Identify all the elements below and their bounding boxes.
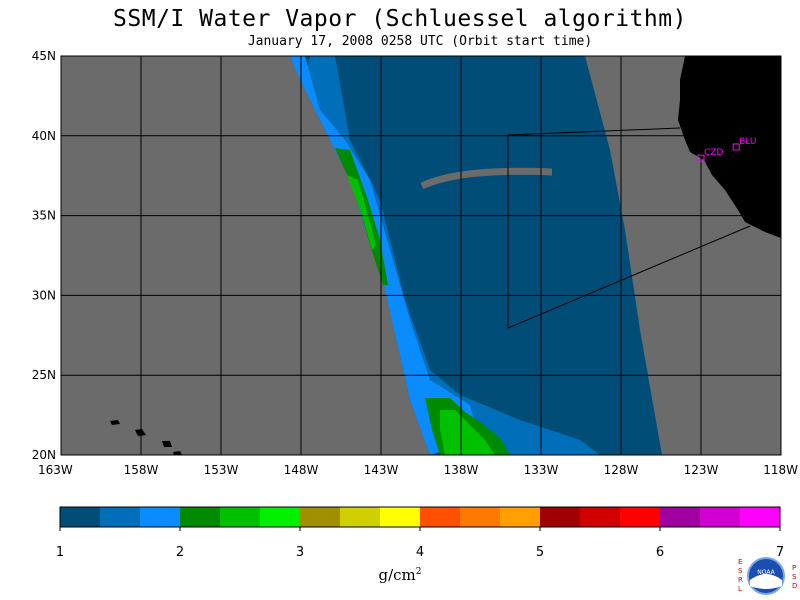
- colorbar-swatch: [700, 507, 741, 527]
- longitude-label: 133W: [524, 463, 559, 477]
- colorbar-swatch: [620, 507, 661, 527]
- station-marker: [732, 143, 740, 151]
- colorbar-swatch: [500, 507, 541, 527]
- colorbar-swatch: [540, 507, 581, 527]
- colorbar-swatch: [60, 507, 101, 527]
- colorbar-swatch: [220, 507, 261, 527]
- longitude-label: 148W: [284, 463, 319, 477]
- colorbar-tick-label: 6: [656, 545, 664, 560]
- longitude-label: 118W: [763, 463, 798, 477]
- latitude-label: 25N: [32, 368, 56, 382]
- missing-data-arc: [420, 167, 553, 190]
- lat-lon-grid: [61, 56, 781, 455]
- longitude-label: 143W: [364, 463, 399, 477]
- colorbar-tick-label: 3: [296, 545, 304, 560]
- colorbar-units: g/cm2: [378, 566, 422, 584]
- station-marker: [697, 154, 705, 162]
- latitude-labels: 45N 40N 35N 30N 25N 20N: [32, 49, 56, 462]
- land-north-america: [678, 56, 781, 238]
- swath-green-north: [335, 148, 388, 285]
- noaa-badge-text: NOAA: [757, 569, 775, 576]
- colorbar-tick-label: 1: [56, 545, 64, 560]
- longitude-label: 158W: [124, 463, 159, 477]
- swath-lightblue: [290, 56, 480, 455]
- colorbar-swatch: [300, 507, 341, 527]
- colorbar-tick-label: 7: [776, 545, 784, 560]
- longitude-labels: 163W 158W 153W 148W 143W 138W 133W 128W 123W 118W: [38, 463, 798, 477]
- longitude-label: 123W: [684, 463, 719, 477]
- island-4: [173, 451, 182, 455]
- colorbar: [59, 506, 781, 531]
- longitude-label: 138W: [444, 463, 479, 477]
- colorbar-swatch: [140, 507, 181, 527]
- island-1: [110, 420, 120, 425]
- colorbar-swatch: [460, 507, 501, 527]
- island-3: [162, 441, 172, 447]
- station-label: CZD: [704, 148, 723, 158]
- latitude-label: 35N: [32, 209, 56, 223]
- latitude-label: 45N: [32, 49, 56, 63]
- map-title: SSM/I Water Vapor (Schluessel algorithm): [113, 6, 687, 32]
- colorbar-swatch: [740, 507, 781, 527]
- colorbar-swatch: [100, 507, 141, 527]
- colorbar-swatch: [660, 507, 701, 527]
- colorbar-tick-label: 2: [176, 545, 184, 560]
- colorbar-swatch: [420, 507, 461, 527]
- colorbar-swatch: [180, 507, 221, 527]
- swath-brightgreen-north: [347, 175, 376, 250]
- latitude-label: 40N: [32, 129, 56, 143]
- colorbar-swatch: [340, 507, 381, 527]
- colorbar-tick-label: 5: [536, 545, 544, 560]
- longitude-label: 153W: [204, 463, 239, 477]
- swath-brightgreen-south: [440, 410, 495, 455]
- map-plot-area: CZD BLU 45N 40N 35N 30N 25N 20N 163W 158W 153W 14…: [32, 49, 798, 477]
- latitude-label: 30N: [32, 288, 56, 302]
- longitude-label: 128W: [604, 463, 639, 477]
- colorbar-swatch: [260, 507, 301, 527]
- colorbar-swatch: [380, 507, 421, 527]
- colorbar-labels: 1 2 3 4 5 6 7: [56, 545, 784, 560]
- latitude-label: 20N: [32, 448, 56, 462]
- swath-darkblue: [290, 56, 662, 455]
- map-subtitle: January 17, 2008 0258 UTC (Orbit start t…: [247, 34, 593, 49]
- longitude-label: 163W: [38, 463, 73, 477]
- colorbar-swatch: [580, 507, 621, 527]
- station-label: BLU: [739, 137, 756, 147]
- swath-mediumblue: [305, 56, 600, 455]
- plot-frame: [60, 55, 782, 456]
- colorbar-tick-label: 4: [416, 545, 424, 560]
- station-markers: CZD BLU: [697, 137, 757, 162]
